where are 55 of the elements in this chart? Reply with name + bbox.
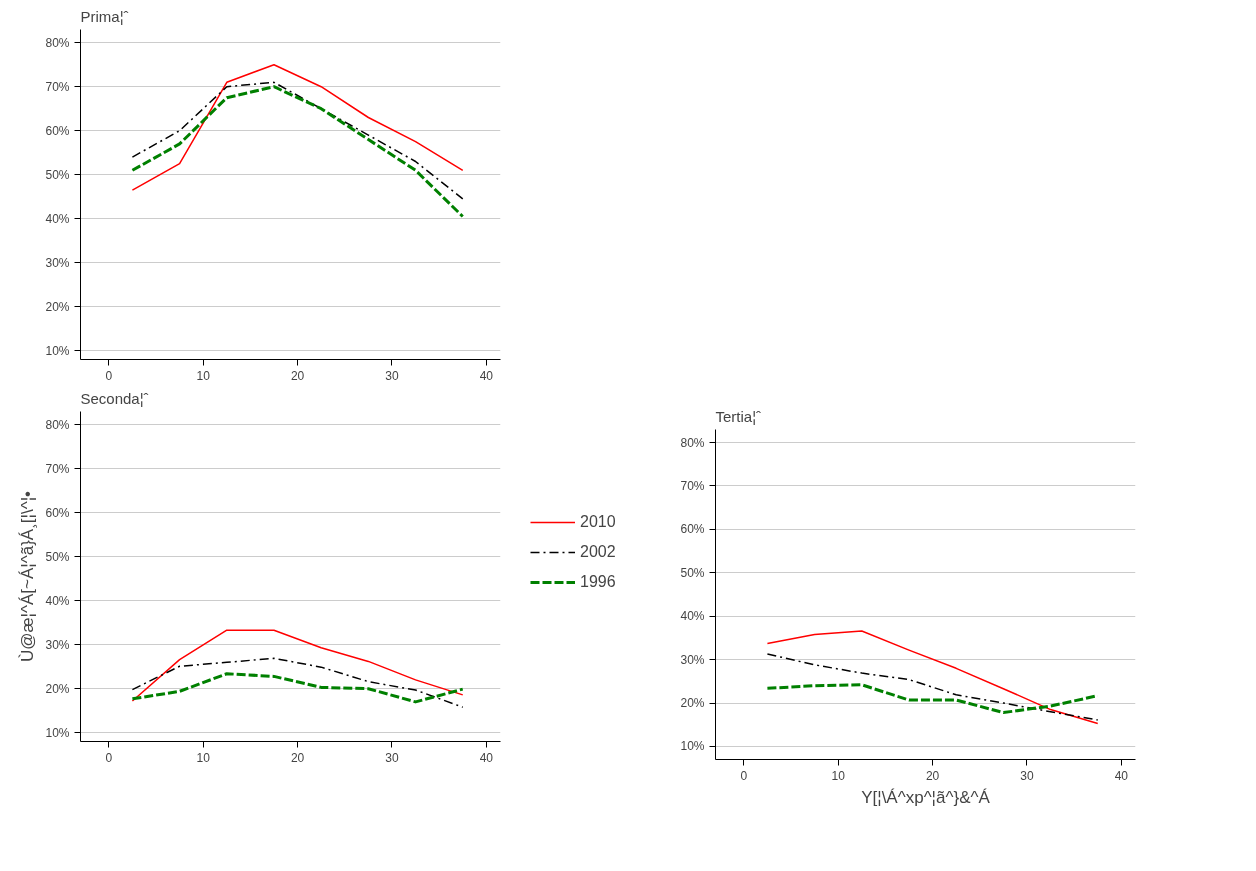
- legend-label: 2010: [580, 512, 616, 531]
- y-tick-label: 50%: [45, 167, 70, 182]
- y-tick-label: 40%: [680, 609, 705, 624]
- x-tick-label: 20: [925, 768, 940, 783]
- chart-title: Prima¦ˆ: [80, 7, 129, 25]
- legend-label: 1996: [580, 572, 616, 591]
- y-tick-label: 10%: [45, 725, 70, 740]
- y-tick-label: 20%: [45, 299, 70, 314]
- y-tick-label: 40%: [45, 593, 70, 608]
- line-series: [131, 81, 464, 200]
- line-series: [130, 85, 465, 218]
- chart-title: Tertia¦ˆ: [715, 407, 762, 425]
- x-tick-label: 40: [479, 750, 494, 765]
- legend-label: 2002: [580, 542, 616, 561]
- y-tick-label: 30%: [680, 652, 705, 667]
- y-tick-label: 60%: [680, 522, 705, 537]
- y-tick-label: 80%: [45, 417, 70, 432]
- y-tick-label: 20%: [45, 681, 70, 696]
- y-tick-label: 80%: [45, 35, 70, 50]
- line-series: [131, 629, 464, 702]
- y-tick-label: 70%: [680, 478, 705, 493]
- y-tick-label: 60%: [45, 123, 70, 138]
- x-tick-label: 40: [479, 368, 494, 383]
- y-tick-label: 50%: [45, 549, 70, 564]
- y-tick-label: 30%: [45, 255, 70, 270]
- y-axis-title: Ù@æ¦^Á[~Á¦^ã}Á¸[¦\^¦•: [18, 490, 38, 663]
- chart-title: Seconda¦ˆ: [80, 389, 149, 407]
- x-tick-label: 10: [196, 368, 211, 383]
- x-tick-label: 0: [740, 768, 748, 783]
- x-tick-label: 20: [290, 750, 305, 765]
- x-tick-label: 30: [1020, 768, 1034, 783]
- y-tick-label: 30%: [45, 637, 70, 652]
- y-tick-label: 10%: [45, 343, 70, 358]
- line-series: [130, 672, 465, 704]
- line-series: [766, 630, 1099, 725]
- y-tick-label: 20%: [680, 696, 705, 711]
- line-series: [131, 63, 464, 191]
- x-tick-label: 20: [290, 368, 305, 383]
- y-tick-label: 80%: [680, 435, 705, 450]
- x-tick-label: 0: [105, 750, 113, 765]
- y-tick-label: 70%: [45, 461, 70, 476]
- y-tick-label: 50%: [680, 565, 705, 580]
- y-tick-label: 40%: [45, 211, 70, 226]
- x-tick-label: 0: [105, 368, 113, 383]
- line-series: [131, 657, 464, 708]
- x-tick-label: 10: [831, 768, 846, 783]
- x-tick-label: 30: [385, 750, 399, 765]
- x-axis-title: Y[¦\Á^xp^¦ã^}&^Á: [861, 787, 991, 807]
- line-series: [766, 653, 1099, 721]
- y-tick-label: 60%: [45, 505, 70, 520]
- x-tick-label: 40: [1114, 768, 1129, 783]
- y-tick-label: 70%: [45, 79, 70, 94]
- y-tick-label: 10%: [680, 739, 705, 754]
- x-tick-label: 10: [196, 750, 211, 765]
- x-tick-label: 30: [385, 368, 399, 383]
